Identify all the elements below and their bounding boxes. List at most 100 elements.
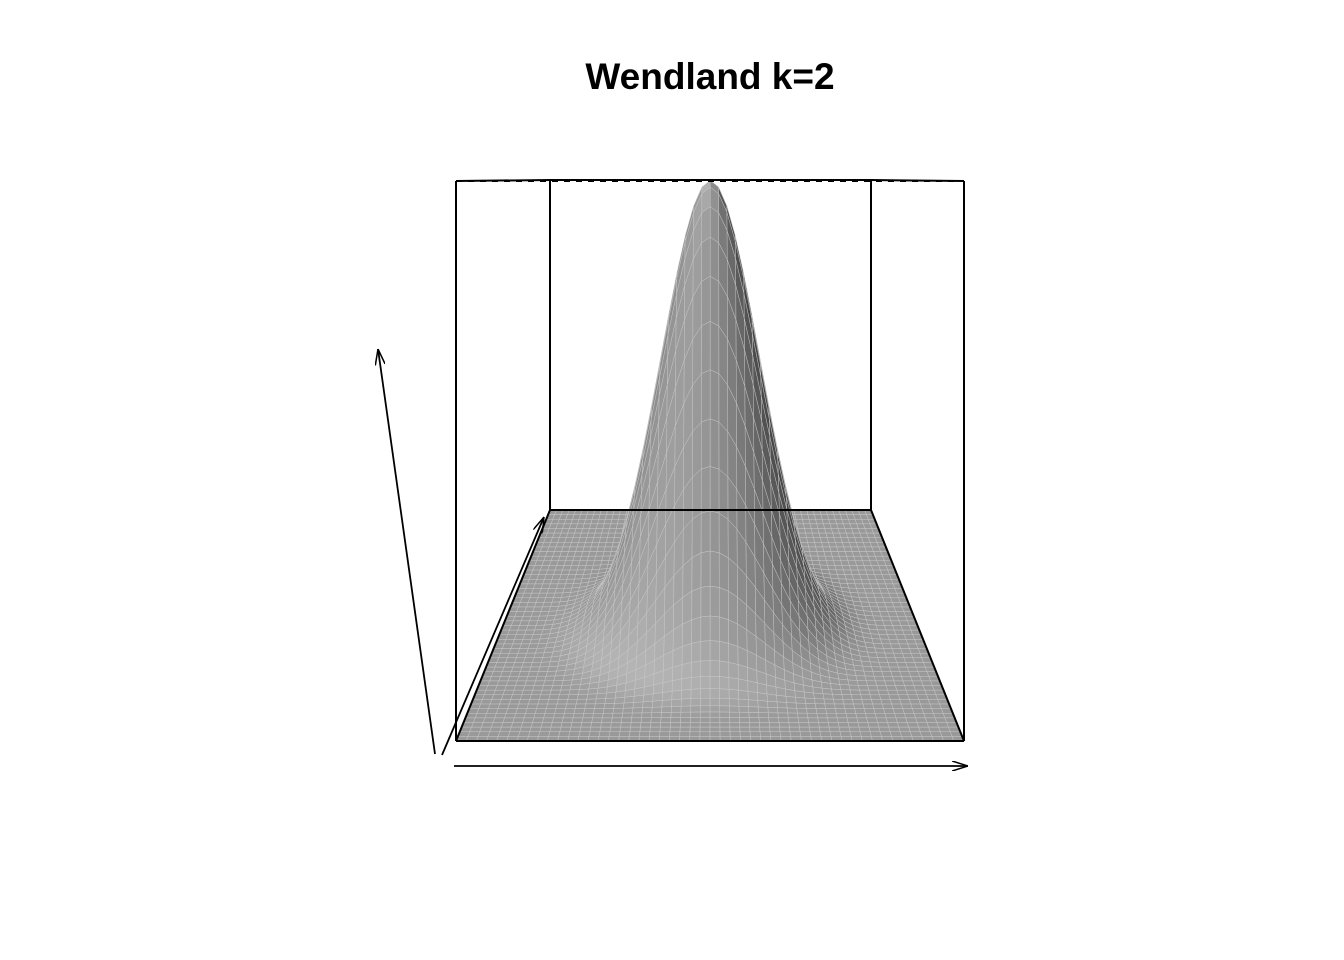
surface-facet: [542, 651, 554, 658]
surface-facet: [497, 731, 511, 737]
surface-facet: [895, 685, 907, 691]
surface-facet: [565, 703, 577, 709]
surface-facet: [700, 640, 711, 662]
surface-facet: [808, 546, 818, 552]
surface-facet: [518, 731, 531, 737]
surface-facet: [709, 615, 720, 642]
surface-facet: [549, 689, 562, 696]
surface-facet: [884, 713, 897, 719]
surface-facet: [809, 726, 821, 732]
surface-facet: [671, 689, 682, 701]
surface-facet: [681, 677, 692, 691]
surface-facet: [621, 712, 633, 719]
surface-facet: [512, 689, 524, 696]
surface-facet: [881, 671, 893, 677]
surface-facet: [549, 726, 562, 732]
surface-facet: [610, 722, 622, 728]
surface-facet: [868, 689, 880, 696]
surface-facet: [491, 694, 504, 700]
surface-facet: [719, 616, 729, 644]
surface-facet: [581, 717, 593, 723]
surface-facet: [879, 694, 891, 700]
surface-facet: [525, 708, 537, 714]
surface-facet: [892, 708, 905, 714]
surface-facet: [660, 722, 671, 728]
surface-facet: [690, 705, 701, 713]
surface-facet: [719, 676, 730, 690]
surface-facet: [610, 519, 619, 525]
surface-facet: [609, 523, 618, 529]
surface-facet: [526, 703, 539, 709]
surface-facet: [611, 514, 620, 520]
surface-facet: [858, 685, 870, 691]
surface-facet: [601, 717, 613, 723]
surface-facet: [838, 678, 850, 686]
surface-facet: [738, 678, 749, 692]
surface-facet: [827, 717, 839, 723]
surface-facet: [778, 717, 790, 723]
surface-facet: [601, 555, 611, 561]
surface-facet: [863, 708, 876, 714]
surface-facet: [849, 731, 862, 737]
surface-facet: [540, 656, 552, 663]
surface-facet: [681, 689, 692, 700]
surface-facet: [898, 726, 911, 732]
surface-facet: [564, 708, 576, 714]
surface-facet: [682, 619, 692, 647]
surface-facet: [759, 722, 770, 728]
surface-facet: [776, 694, 787, 703]
surface-facet: [929, 731, 943, 737]
surface-facet: [604, 542, 614, 548]
surface-facet: [757, 700, 769, 708]
surface-facet: [530, 662, 542, 668]
surface-facet: [709, 660, 720, 677]
surface-facet: [872, 703, 884, 709]
surface-facet: [709, 697, 720, 707]
surface-facet: [830, 683, 842, 690]
surface-facet: [869, 731, 882, 737]
surface-facet: [548, 731, 561, 737]
surface-facet: [925, 717, 938, 723]
surface-facet: [748, 717, 760, 723]
surface-facet: [586, 693, 598, 700]
axis-arrows: [378, 349, 968, 766]
surface-facet: [798, 532, 807, 538]
surface-facet: [512, 717, 525, 723]
surface-facet: [894, 713, 907, 719]
surface-facet: [808, 722, 820, 728]
surface-facet: [559, 726, 572, 732]
surface-facet: [617, 519, 626, 525]
surface-facet: [847, 722, 860, 728]
surface-facet: [797, 528, 806, 534]
surface-facet: [810, 555, 820, 561]
surface-facet: [804, 697, 816, 704]
surface-facet: [579, 726, 592, 732]
surface-facet: [670, 722, 681, 728]
surface-facet: [901, 703, 913, 709]
surface-facet: [690, 711, 701, 718]
surface-facet: [832, 694, 844, 700]
surface-facet: [888, 726, 901, 732]
surface-facet: [596, 686, 608, 695]
surface-facet: [612, 708, 624, 714]
surface-facet: [853, 703, 865, 709]
surface-facet: [532, 657, 544, 663]
surface-facet: [719, 726, 731, 732]
surface-facet: [916, 722, 929, 728]
surface-facet: [806, 537, 815, 543]
surface-facet: [885, 685, 898, 691]
surface-facet: [719, 660, 730, 678]
surface-facet: [884, 680, 896, 686]
surface-facet: [907, 694, 920, 700]
surface-facet: [729, 705, 740, 713]
surface-facet: [582, 713, 594, 719]
surface-facet: [700, 510, 711, 554]
surface-facet: [709, 550, 720, 588]
surface-facet: [799, 726, 811, 732]
surface-facet: [833, 698, 845, 705]
surface-facet: [568, 731, 581, 737]
surface-facet: [798, 722, 810, 728]
surface-facet: [623, 696, 635, 704]
surface-facet: [545, 703, 558, 709]
surface-facet: [595, 698, 607, 705]
